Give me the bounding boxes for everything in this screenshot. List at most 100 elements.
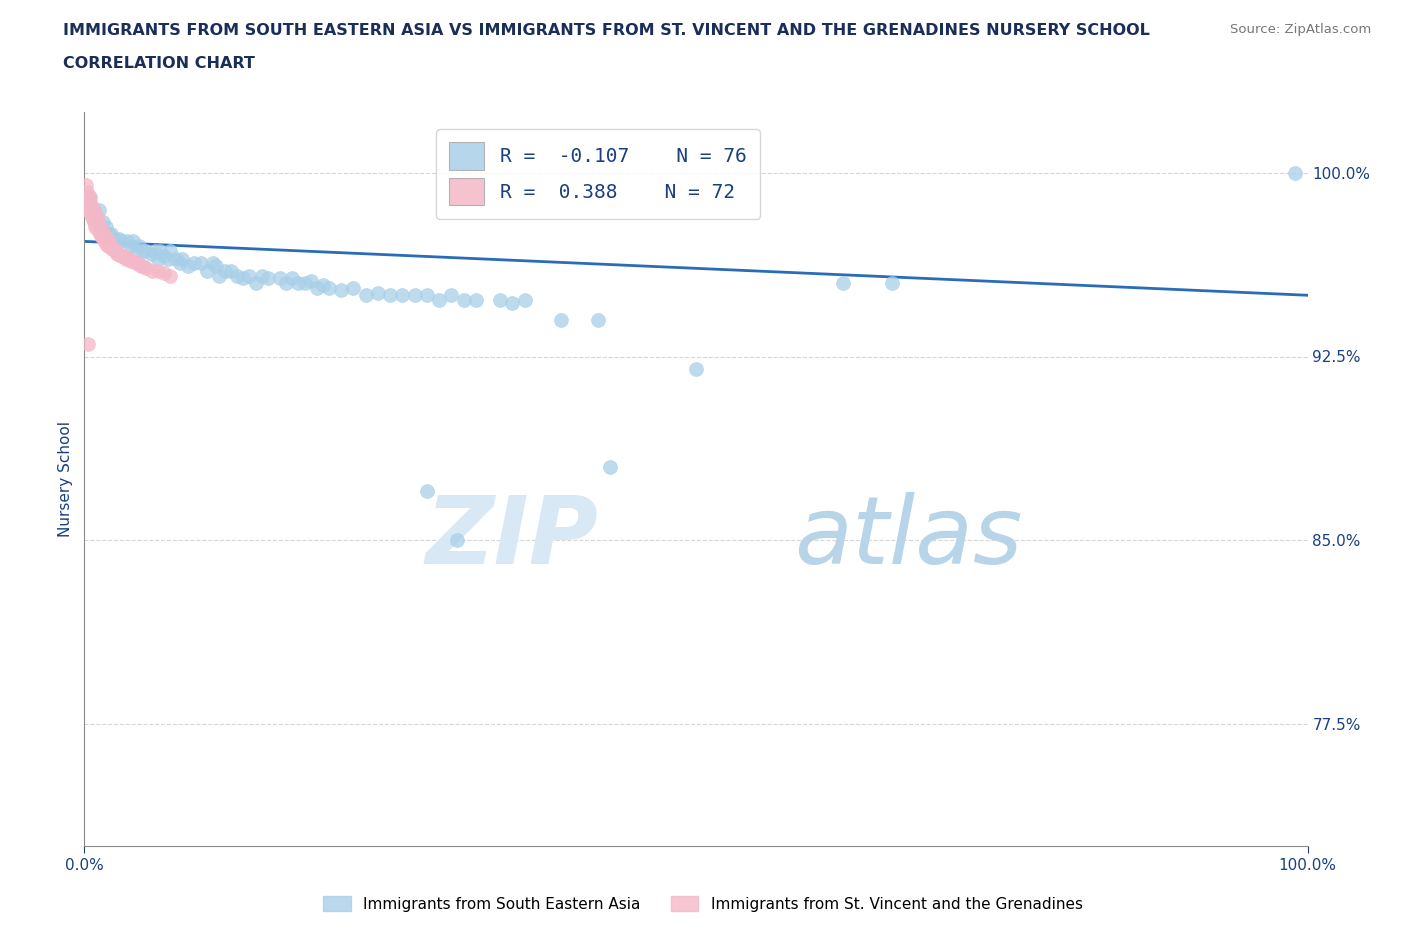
Point: [97, 234, 120, 249]
Point: [84, 219, 107, 234]
Point: [513, 293, 536, 308]
Point: [299, 273, 322, 288]
Point: [120, 239, 142, 254]
Point: [87, 202, 110, 217]
Point: [82, 202, 104, 217]
Point: [287, 275, 309, 290]
Point: [80, 205, 103, 219]
Point: [156, 251, 179, 266]
Point: [276, 275, 298, 290]
Point: [87, 224, 110, 239]
Point: [89, 224, 111, 239]
Point: [440, 288, 463, 303]
Point: [172, 251, 194, 266]
Point: [141, 263, 163, 278]
Point: [143, 244, 166, 259]
Text: ZIP: ZIP: [425, 492, 598, 584]
Point: [245, 275, 267, 290]
Point: [87, 219, 110, 234]
Point: [97, 234, 120, 249]
Point: [77, 200, 100, 215]
Point: [86, 214, 108, 229]
Point: [250, 268, 273, 283]
Point: [183, 256, 205, 271]
Point: [77, 205, 100, 219]
Point: [86, 214, 108, 229]
Point: [380, 288, 402, 303]
Point: [112, 248, 135, 263]
Point: [190, 256, 212, 271]
Y-axis label: Nursery School: Nursery School: [58, 421, 73, 537]
Point: [107, 232, 129, 246]
Point: [257, 271, 280, 286]
Point: [135, 261, 157, 276]
Point: [96, 236, 118, 251]
Point: [120, 254, 142, 269]
Point: [107, 246, 129, 261]
Point: [98, 239, 121, 254]
Point: [104, 232, 127, 246]
Point: [115, 251, 138, 266]
Point: [115, 234, 138, 249]
Legend: Immigrants from South Eastern Asia, Immigrants from St. Vincent and the Grenadin: Immigrants from South Eastern Asia, Immi…: [318, 889, 1088, 918]
Point: [122, 254, 145, 269]
Point: [153, 248, 176, 263]
Point: [831, 275, 853, 290]
Point: [87, 214, 110, 229]
Point: [391, 288, 413, 303]
Point: [342, 281, 364, 296]
Point: [84, 214, 107, 229]
Point: [82, 212, 104, 227]
Point: [165, 251, 187, 266]
Point: [135, 244, 157, 259]
Point: [86, 209, 108, 224]
Point: [159, 268, 181, 283]
Point: [195, 263, 218, 278]
Point: [82, 207, 104, 222]
Point: [83, 205, 105, 219]
Point: [599, 459, 621, 474]
Text: CORRELATION CHART: CORRELATION CHART: [63, 56, 254, 71]
Point: [84, 209, 107, 224]
Point: [77, 190, 100, 205]
Point: [127, 256, 149, 271]
Text: Source: ZipAtlas.com: Source: ZipAtlas.com: [1230, 23, 1371, 36]
Point: [1284, 166, 1306, 180]
Point: [125, 256, 148, 271]
Point: [219, 263, 242, 278]
Point: [294, 275, 316, 290]
Point: [146, 263, 169, 278]
Point: [159, 244, 181, 259]
Point: [169, 256, 191, 271]
Point: [201, 256, 224, 271]
Point: [105, 246, 128, 261]
Point: [125, 244, 148, 259]
Point: [177, 259, 200, 273]
Point: [79, 200, 101, 215]
Point: [427, 293, 450, 308]
Point: [141, 246, 163, 261]
Text: atlas: atlas: [794, 492, 1022, 583]
Point: [77, 190, 100, 205]
Text: IMMIGRANTS FROM SOUTH EASTERN ASIA VS IMMIGRANTS FROM ST. VINCENT AND THE GRENAD: IMMIGRANTS FROM SOUTH EASTERN ASIA VS IM…: [63, 23, 1150, 38]
Point: [91, 214, 114, 229]
Point: [305, 281, 328, 296]
Point: [149, 244, 172, 259]
Point: [86, 219, 108, 234]
Point: [83, 209, 105, 224]
Point: [129, 259, 152, 273]
Point: [226, 268, 249, 283]
Point: [330, 283, 353, 298]
Point: [75, 178, 97, 193]
Point: [685, 361, 707, 376]
Point: [416, 484, 439, 498]
Point: [110, 234, 132, 249]
Point: [94, 229, 117, 244]
Point: [122, 234, 145, 249]
Point: [446, 533, 468, 548]
Point: [312, 278, 335, 293]
Point: [105, 244, 128, 259]
Point: [117, 251, 139, 266]
Point: [101, 241, 124, 256]
Point: [354, 288, 377, 303]
